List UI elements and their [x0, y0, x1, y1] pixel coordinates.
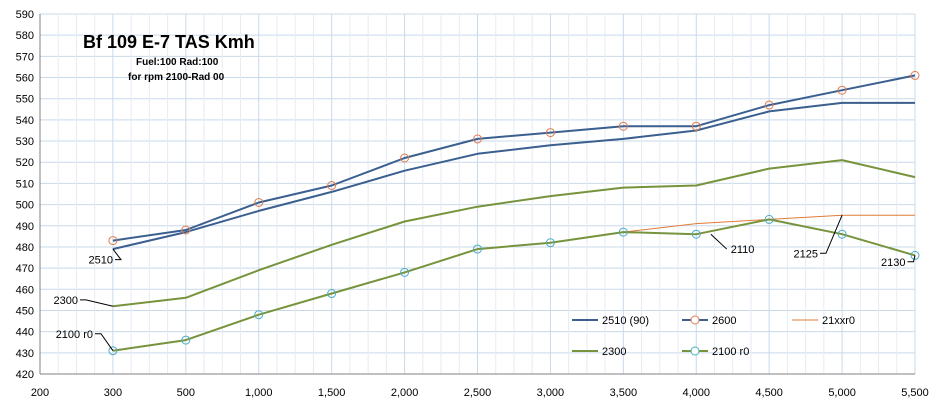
- annotation-leader: [95, 333, 114, 351]
- x-tick-label: 3,500: [610, 387, 638, 399]
- series-point-1: [837, 85, 847, 95]
- chart-title: Bf 109 E-7 TAS Kmh: [83, 32, 255, 52]
- series-point-4: [327, 289, 337, 299]
- y-tick-label: 470: [16, 263, 34, 275]
- chart-subtitle-line-1: Fuel:100 Rad:100: [136, 57, 219, 68]
- series-point-1: [181, 225, 191, 235]
- series-point-1: [691, 121, 701, 131]
- legend-marker: [690, 315, 700, 325]
- legend-label: 2300: [602, 346, 626, 358]
- series-point-4: [837, 229, 847, 239]
- series-point-1: [545, 128, 555, 138]
- y-tick-label: 570: [16, 51, 34, 63]
- series-point-4: [545, 238, 555, 248]
- series-point-4: [108, 346, 118, 356]
- series-line-1: [112, 74, 916, 242]
- series-point-4: [254, 310, 264, 320]
- series-point-1: [254, 197, 264, 207]
- y-tick-label: 450: [16, 305, 34, 317]
- y-tick-label: 560: [16, 73, 34, 85]
- x-tick-label: 3,000: [537, 387, 565, 399]
- series-point-1: [764, 100, 774, 110]
- x-tick-label: 300: [104, 387, 122, 399]
- annotation-leader: [710, 233, 728, 250]
- series-point-1: [327, 181, 337, 191]
- series-point-4: [473, 244, 482, 254]
- y-tick-label: 430: [16, 348, 34, 360]
- legend-label: 21xxr0: [822, 315, 855, 327]
- y-tick-label: 490: [16, 221, 34, 233]
- series-point-4: [181, 335, 191, 345]
- legend-label: 2100 r0: [712, 346, 749, 358]
- x-tick-label: 5,000: [828, 387, 856, 399]
- x-tick-label: 200: [31, 387, 49, 399]
- annotation-leader: [80, 299, 114, 307]
- x-tick-label: 1,500: [318, 387, 346, 399]
- annotation-label: 2125: [794, 248, 818, 260]
- annotation-label: 2100 r0: [56, 329, 93, 341]
- y-tick-label: 540: [16, 115, 34, 127]
- series-group: [108, 70, 920, 356]
- y-tick-label: 580: [16, 30, 34, 42]
- series-line-4: [112, 218, 916, 352]
- x-tick-label: 4,500: [755, 387, 783, 399]
- annotation-label: 2300: [54, 295, 78, 307]
- legend: 2510 (90) 2600 21xxr0 2300 2100 r0: [572, 315, 855, 358]
- series-line-3: [112, 159, 916, 308]
- annotation-label: 2110: [731, 244, 755, 256]
- x-tick-label: 2,000: [391, 387, 419, 399]
- annotation-leader: [820, 214, 843, 254]
- gridlines: [39, 13, 916, 375]
- legend-label: 2600: [712, 315, 736, 327]
- annotations: 2510 2300 2100 r0 2110 2125 2130: [54, 214, 916, 351]
- annotation-leader: [112, 248, 123, 261]
- y-tick-label: 550: [16, 94, 34, 106]
- y-tick-label: 440: [16, 327, 34, 339]
- series-point-4: [618, 227, 628, 237]
- legend-marker: [690, 346, 700, 356]
- annotation-label: 2510: [89, 255, 113, 267]
- x-tick-label: 5,500: [901, 387, 929, 399]
- series-point-1: [400, 153, 410, 163]
- y-tick-label: 590: [16, 9, 34, 21]
- x-tick-label: 500: [177, 387, 195, 399]
- x-tick-label: 1,000: [245, 387, 273, 399]
- y-tick-label: 460: [16, 284, 34, 296]
- series-point-4: [910, 250, 920, 260]
- y-tick-label: 510: [16, 178, 34, 190]
- legend-label: 2510 (90): [602, 315, 649, 327]
- series-point-1: [473, 134, 482, 144]
- y-tick-label: 530: [16, 136, 34, 148]
- series-point-1: [618, 121, 628, 131]
- y-tick-label: 500: [16, 200, 34, 212]
- series-point-1: [108, 236, 118, 246]
- annotation-label: 2130: [881, 257, 905, 269]
- series-line-0: [112, 101, 915, 251]
- x-tick-label: 2,500: [464, 387, 492, 399]
- chart-subtitle-line-2: for rpm 2100-Rad 00: [128, 72, 225, 83]
- series-point-4: [400, 267, 410, 277]
- annotation-leader: [907, 255, 916, 263]
- series-point-1: [910, 70, 920, 80]
- y-tick-label: 420: [16, 369, 34, 381]
- y-tick-label: 480: [16, 242, 34, 254]
- y-tick-label: 520: [16, 157, 34, 169]
- series-point-4: [764, 214, 774, 224]
- axes: 420 430 440 450 460 470 480 490 500 510 520 530 540 5…: [16, 9, 929, 399]
- series-point-4: [691, 229, 701, 239]
- x-tick-label: 4,000: [682, 387, 710, 399]
